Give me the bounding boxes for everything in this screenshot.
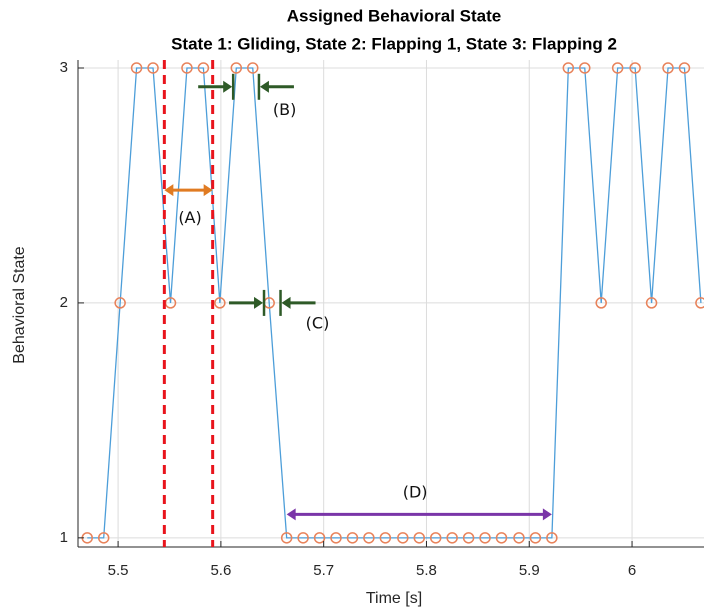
axes: 5.5 5.6 5.7 5.8 5.9 6 1 2 3 bbox=[60, 59, 704, 579]
data-point bbox=[197, 62, 210, 74]
data-point bbox=[546, 532, 558, 544]
chart-subtitle: State 1: Gliding, State 2: Flapping 1, S… bbox=[171, 34, 617, 53]
data-point bbox=[280, 532, 293, 544]
data-point bbox=[662, 62, 674, 74]
y-tick-label: 3 bbox=[60, 59, 68, 76]
data-point bbox=[645, 297, 658, 309]
data-point bbox=[595, 297, 607, 309]
grid bbox=[78, 60, 704, 547]
data-point bbox=[313, 532, 326, 544]
data-point bbox=[97, 532, 110, 544]
chart-title: Assigned Behavioral State bbox=[287, 6, 501, 25]
data-point bbox=[579, 62, 591, 74]
data-point bbox=[462, 532, 475, 544]
data-point bbox=[429, 532, 442, 544]
y-axis-label: Behavioral State bbox=[11, 246, 28, 364]
data-point bbox=[147, 62, 159, 74]
data-point bbox=[230, 62, 243, 74]
x-tick-label: 5.7 bbox=[313, 562, 334, 579]
arrow-head bbox=[223, 80, 233, 93]
arrow-head bbox=[203, 184, 213, 197]
annotation-label: (D) bbox=[403, 483, 428, 502]
annotation-label: (A) bbox=[178, 208, 201, 227]
x-tick-label: 5.6 bbox=[210, 562, 231, 579]
x-axis-label: Time [s] bbox=[366, 590, 422, 607]
data-point bbox=[181, 62, 193, 74]
data-point bbox=[562, 62, 575, 74]
data-point bbox=[629, 62, 641, 74]
x-tick-label: 5.5 bbox=[108, 562, 129, 579]
data-point bbox=[495, 532, 508, 544]
arrow-head bbox=[542, 508, 552, 521]
annotation-label: (B) bbox=[273, 100, 296, 119]
arrow-head bbox=[286, 508, 296, 521]
data-point bbox=[695, 297, 704, 309]
data-point bbox=[413, 532, 426, 544]
annotation-label: (C) bbox=[306, 314, 330, 333]
data-line bbox=[87, 67, 702, 539]
data-point bbox=[130, 62, 143, 74]
data-point bbox=[330, 532, 342, 544]
x-tick-label: 6 bbox=[628, 562, 636, 579]
data-point bbox=[611, 62, 624, 74]
data-point bbox=[214, 297, 226, 309]
data-point bbox=[397, 532, 409, 544]
data-point bbox=[446, 532, 458, 544]
data-point bbox=[529, 532, 542, 544]
data-point bbox=[379, 532, 392, 544]
arrow-head bbox=[281, 296, 291, 309]
arrow-head bbox=[254, 296, 264, 309]
data-point bbox=[479, 532, 491, 544]
annotations: (A) (B) (C) (D) bbox=[162, 60, 552, 547]
data-point bbox=[678, 62, 691, 74]
data-point bbox=[513, 532, 525, 544]
data-point bbox=[346, 532, 359, 544]
y-tick-label: 2 bbox=[60, 294, 68, 311]
arrow-head bbox=[164, 184, 174, 197]
data-point bbox=[114, 297, 126, 309]
data-point bbox=[246, 62, 259, 74]
x-tick-label: 5.9 bbox=[519, 562, 540, 579]
arrow-head bbox=[259, 80, 269, 93]
data-point bbox=[363, 532, 375, 544]
x-tick-label: 5.8 bbox=[416, 562, 437, 579]
y-tick-label: 1 bbox=[60, 529, 68, 546]
data-point bbox=[297, 532, 309, 544]
plot-area bbox=[81, 62, 704, 544]
